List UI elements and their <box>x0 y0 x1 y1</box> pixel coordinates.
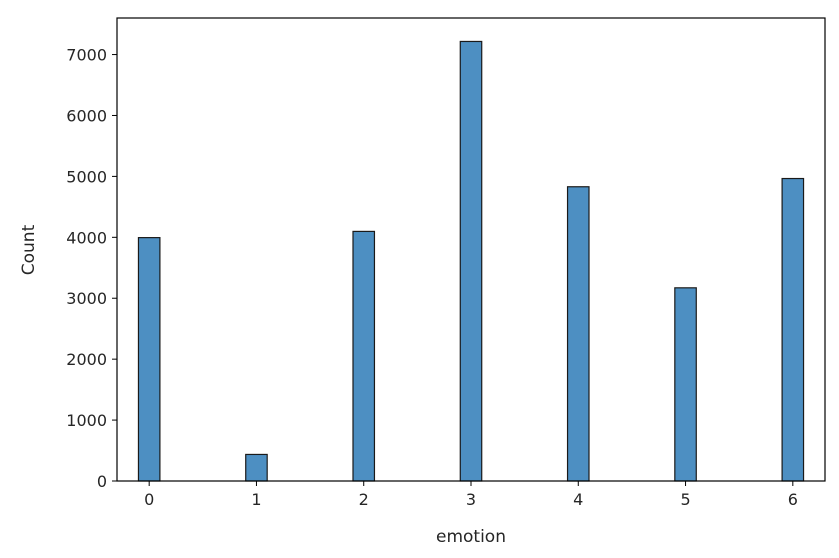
bars-group <box>137 40 805 482</box>
x-tick-label: 5 <box>680 490 690 509</box>
y-tick-label: 0 <box>97 472 107 491</box>
x-axis-ticks: 0 1 2 3 4 5 6 <box>144 481 798 509</box>
bar-5 <box>674 287 697 482</box>
x-tick-label: 4 <box>573 490 583 509</box>
y-axis-ticks: 0 1000 2000 3000 4000 5000 6000 7000 <box>66 46 117 491</box>
y-tick-label: 1000 <box>66 411 107 430</box>
bar-0 <box>137 237 161 482</box>
y-axis-label: Count <box>19 224 39 275</box>
y-tick-label: 5000 <box>66 167 107 186</box>
bar-4 <box>566 186 590 482</box>
x-tick-label: 2 <box>359 490 369 509</box>
y-tick-label: 7000 <box>66 46 107 65</box>
y-tick-label: 2000 <box>66 350 107 369</box>
x-tick-label: 0 <box>144 490 154 509</box>
y-tick-label: 4000 <box>66 228 107 247</box>
bar-6 <box>781 177 805 482</box>
x-tick-label: 3 <box>466 490 476 509</box>
x-axis-label: emotion <box>436 527 506 547</box>
x-tick-label: 1 <box>251 490 261 509</box>
y-tick-label: 6000 <box>66 106 107 125</box>
x-tick-label: 6 <box>788 490 798 509</box>
bar-2 <box>352 230 376 482</box>
y-tick-label: 3000 <box>66 289 107 308</box>
bar-1 <box>245 453 268 482</box>
bar-3 <box>459 40 483 482</box>
